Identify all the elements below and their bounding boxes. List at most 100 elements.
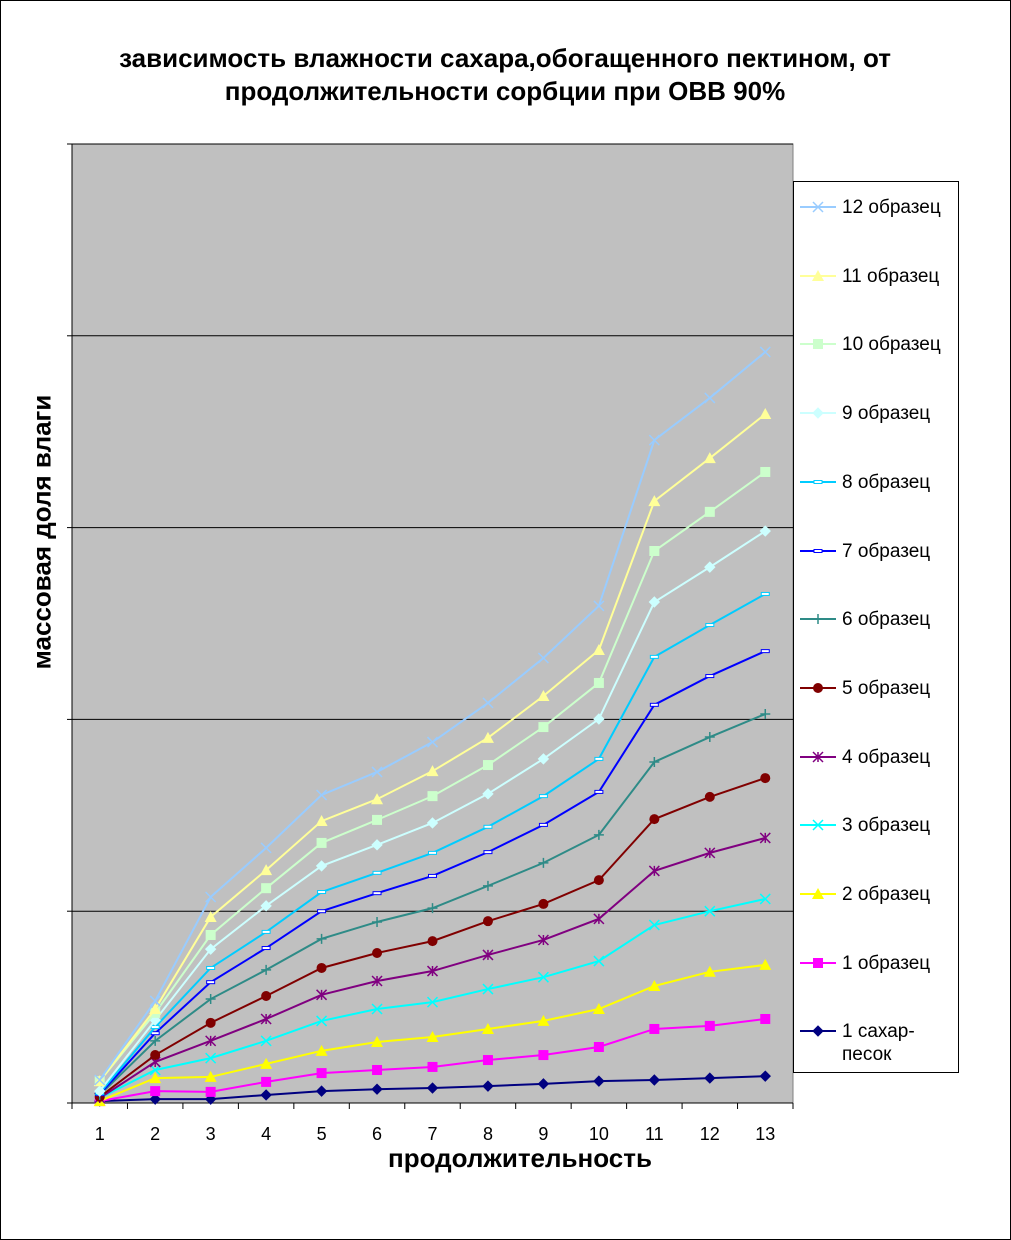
data-point (371, 839, 383, 851)
data-point (315, 1085, 328, 1097)
legend-entry: 12 образец (794, 196, 958, 219)
data-point (204, 1070, 217, 1082)
data-point (593, 600, 605, 612)
data-point (261, 1076, 272, 1087)
legend-marker (812, 1025, 824, 1038)
data-point (150, 1035, 161, 1046)
data-point (649, 814, 660, 825)
data-point (704, 1020, 715, 1031)
data-point (649, 1023, 660, 1034)
data-point (371, 1036, 384, 1048)
data-point (261, 929, 271, 934)
x-tick-label: 2 (150, 1124, 160, 1144)
data-point (315, 1044, 328, 1056)
data-point (648, 495, 661, 507)
legend-label: 6 образец (842, 609, 931, 631)
data-point (372, 916, 383, 927)
legend-swatch (800, 751, 836, 763)
x-tick-label: 8 (483, 1124, 493, 1144)
data-point (759, 1070, 771, 1082)
x-tick-label: 13 (755, 1124, 775, 1144)
data-point (150, 1086, 161, 1097)
data-point (426, 736, 439, 748)
data-point (372, 1065, 383, 1076)
data-point (205, 1035, 217, 1047)
legend-entry: 1 образец (794, 952, 958, 975)
data-point (537, 652, 549, 664)
data-point (703, 452, 716, 464)
data-point (759, 346, 771, 358)
data-point (372, 948, 383, 959)
data-point (759, 893, 771, 905)
data-point (704, 561, 716, 573)
data-point (704, 732, 715, 743)
data-point (205, 1052, 217, 1064)
data-point (537, 934, 549, 946)
legend-swatch (800, 614, 836, 625)
data-point (316, 1015, 328, 1027)
data-point (704, 506, 715, 517)
legend-label: 4 образец (842, 746, 931, 768)
data-point (204, 910, 217, 922)
data-point (538, 794, 548, 799)
data-point (315, 860, 328, 872)
legend-label: 7 образец (842, 540, 931, 562)
data-point (538, 898, 549, 909)
data-point (537, 690, 550, 702)
legend-swatch (800, 957, 836, 968)
legend-swatch (800, 407, 836, 419)
data-point (316, 789, 328, 801)
data-point (704, 791, 715, 802)
legend-marker (813, 339, 823, 350)
data-point (482, 788, 494, 800)
legend-swatch (800, 479, 836, 484)
data-point (649, 654, 659, 659)
data-point (372, 891, 382, 896)
legend-label: 1 образец (842, 952, 931, 974)
data-point (648, 919, 660, 931)
data-point (760, 1013, 771, 1024)
data-point (205, 929, 216, 940)
data-point (703, 965, 716, 977)
data-point (150, 1025, 160, 1030)
legend-entry: 9 образец (794, 402, 958, 425)
data-point (150, 1031, 160, 1036)
data-point (704, 392, 716, 404)
data-point (482, 949, 494, 961)
data-point (537, 1014, 550, 1026)
data-point (705, 623, 715, 628)
data-point (149, 1064, 161, 1076)
data-point (538, 1050, 549, 1061)
data-point (593, 829, 604, 840)
data-point (483, 824, 493, 829)
legend-marker (813, 548, 823, 553)
data-point (316, 837, 327, 848)
data-point (538, 722, 549, 733)
data-point (482, 983, 494, 995)
data-point (593, 913, 605, 925)
data-point (149, 995, 161, 1007)
data-point (760, 773, 771, 784)
legend-marker (812, 407, 824, 419)
data-point (594, 756, 604, 761)
x-tick-label: 1 (95, 1124, 105, 1144)
data-point (426, 996, 439, 1008)
data-point (205, 1086, 216, 1097)
data-point (427, 936, 438, 947)
data-point (760, 649, 770, 654)
data-point (94, 1085, 106, 1097)
data-point (261, 883, 272, 894)
legend-marker (812, 201, 824, 213)
data-point (648, 1074, 661, 1086)
legend-marker (813, 614, 823, 625)
x-tick-label: 5 (317, 1124, 327, 1144)
legend-label: 2 образец (842, 884, 931, 905)
data-point (759, 958, 772, 970)
legend-entry: 1 сахар-песок (794, 1020, 958, 1066)
legend-label: 11 образец (842, 265, 940, 287)
x-axis-label: продолжительность (388, 1143, 652, 1173)
legend-marker (812, 888, 824, 899)
data-point (316, 933, 327, 944)
